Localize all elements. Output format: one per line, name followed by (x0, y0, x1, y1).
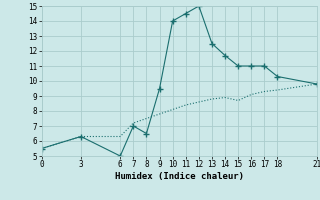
X-axis label: Humidex (Indice chaleur): Humidex (Indice chaleur) (115, 172, 244, 181)
